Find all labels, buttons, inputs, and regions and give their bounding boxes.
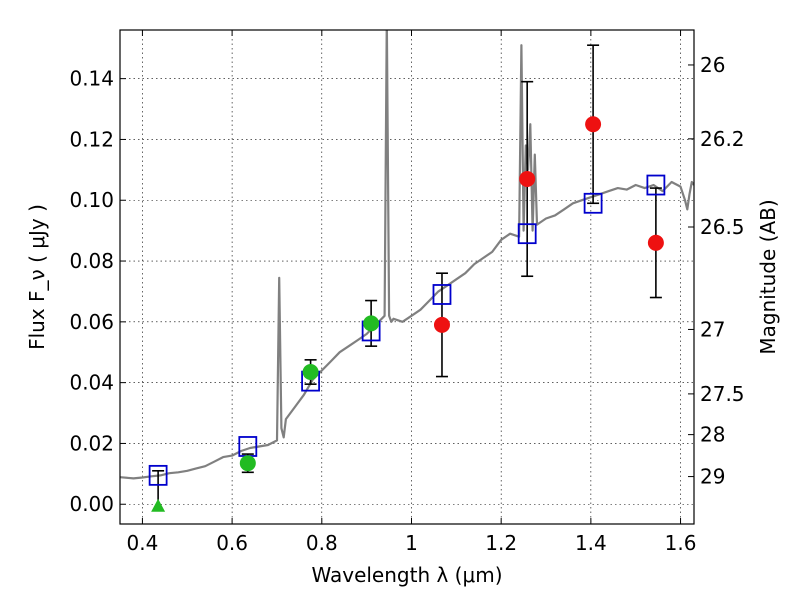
plot-data: [120, 30, 694, 512]
right-tick-label: 26.5: [700, 215, 745, 239]
x-tick-label: 1: [405, 531, 418, 555]
y-tick-label: 0.12: [69, 127, 114, 151]
right-tick-label: 27: [700, 317, 725, 341]
y-tick-label: 0.08: [69, 249, 114, 273]
model-point: [432, 284, 452, 305]
y-axis-label: Flux F_ν ( μJy ): [25, 204, 49, 350]
model-point: [583, 192, 603, 214]
y-axis-label-right: Magnitude (AB): [756, 199, 780, 354]
data-point: [519, 170, 536, 187]
y-tick-label: 0.02: [69, 431, 114, 455]
data-point: [647, 234, 664, 251]
right-tick-label: 27.5: [700, 382, 745, 406]
data-point: [239, 455, 256, 472]
right-tick-label: 26: [700, 53, 725, 77]
right-tick-label: 28: [700, 423, 725, 447]
sed-curve: [120, 30, 694, 480]
data-point: [302, 364, 319, 380]
plot-frame: [119, 29, 695, 525]
y-tick-label: 0.06: [69, 310, 114, 334]
data-point: [363, 315, 380, 332]
x-tick-label: 1.6: [665, 531, 697, 555]
axis-ticks: 0.4 0.6 0.8 1 1.2 1.4 1.6 0.00 0.02 0.04 0.06 0.08 0…: [69, 30, 745, 555]
x-tick-label: 0.6: [216, 531, 248, 555]
y-tick-label: 0.04: [69, 371, 114, 395]
model-point: [148, 464, 168, 486]
x-tick-label: 1.4: [575, 531, 607, 555]
x-axis-label: Wavelength λ (μm): [311, 563, 502, 587]
right-tick-label: 29: [700, 465, 725, 489]
y-tick-label: 0.00: [69, 492, 114, 516]
x-tick-label: 0.8: [306, 531, 338, 555]
x-tick-label: 0.4: [127, 531, 159, 555]
y-tick-label: 0.14: [69, 67, 114, 91]
right-tick-label: 26.2: [700, 127, 745, 151]
upper-limit-marker: [151, 498, 166, 512]
data-point: [585, 116, 602, 133]
x-tick-label: 1.2: [485, 531, 517, 555]
data-point: [433, 316, 450, 333]
y-tick-label: 0.10: [69, 188, 114, 212]
model-point: [646, 174, 666, 196]
model-point: [517, 223, 537, 245]
grid: [120, 30, 694, 524]
